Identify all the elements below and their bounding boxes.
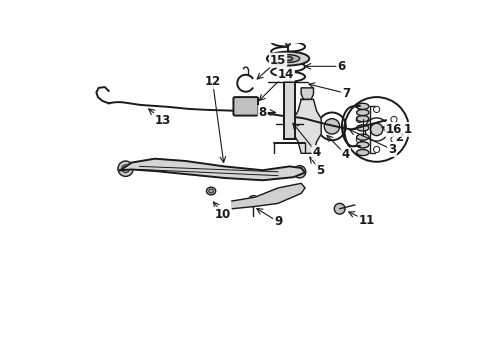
Text: 1: 1 — [403, 123, 412, 136]
Ellipse shape — [357, 149, 369, 156]
FancyBboxPatch shape — [233, 97, 258, 116]
Ellipse shape — [267, 52, 309, 66]
Text: 16: 16 — [386, 123, 402, 136]
Circle shape — [370, 123, 383, 136]
Text: 12: 12 — [204, 75, 221, 88]
Ellipse shape — [209, 189, 214, 193]
Ellipse shape — [283, 57, 293, 60]
Ellipse shape — [357, 116, 369, 122]
Ellipse shape — [357, 142, 369, 148]
Text: 9: 9 — [274, 215, 282, 228]
Text: 14: 14 — [278, 68, 294, 81]
Polygon shape — [294, 99, 321, 153]
Text: 10: 10 — [215, 208, 231, 221]
Polygon shape — [301, 88, 314, 99]
Ellipse shape — [206, 187, 216, 195]
Text: 5: 5 — [317, 164, 324, 177]
Text: 3: 3 — [388, 143, 396, 156]
Ellipse shape — [357, 125, 369, 131]
Text: 15: 15 — [270, 54, 286, 67]
Text: 13: 13 — [154, 114, 171, 127]
Circle shape — [286, 41, 291, 45]
Ellipse shape — [276, 55, 300, 62]
Text: 11: 11 — [359, 214, 375, 227]
Ellipse shape — [357, 134, 369, 140]
Text: 4: 4 — [313, 146, 320, 159]
Circle shape — [324, 119, 340, 134]
Polygon shape — [232, 183, 305, 209]
Polygon shape — [120, 159, 305, 180]
Text: 4: 4 — [342, 148, 350, 161]
Text: 2: 2 — [395, 131, 403, 144]
Bar — [284, 82, 295, 139]
Circle shape — [294, 166, 306, 178]
Circle shape — [118, 161, 133, 176]
Circle shape — [300, 119, 315, 134]
Circle shape — [248, 195, 259, 206]
Circle shape — [283, 113, 297, 127]
Text: 6: 6 — [337, 60, 345, 73]
Ellipse shape — [357, 103, 369, 109]
Circle shape — [122, 165, 129, 172]
Ellipse shape — [357, 109, 369, 116]
Text: 7: 7 — [342, 87, 350, 100]
Text: 8: 8 — [259, 106, 267, 119]
Circle shape — [334, 203, 345, 214]
